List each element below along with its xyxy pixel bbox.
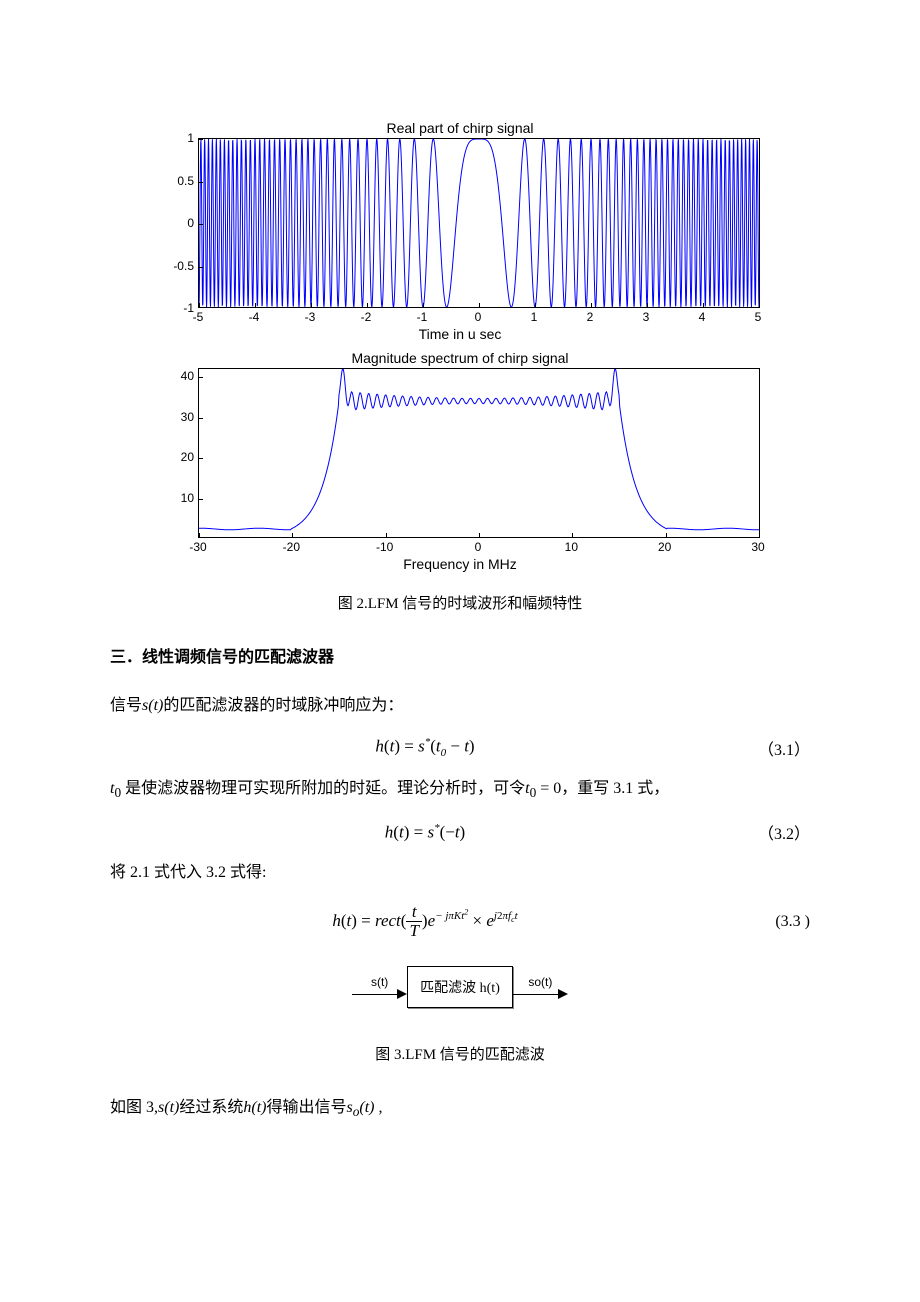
arrow-out-icon [513, 989, 568, 999]
math-eq0: = 0 [536, 780, 561, 797]
para-output-signal: 如图 3,s(t)经过系统h(t)得输出信号so(t) , [110, 1094, 810, 1124]
text: ，重写 3.1 式， [561, 780, 669, 797]
eq-number: （3.1） [740, 736, 810, 760]
equation-3-2: h(t) = s*(−t) （3.2） [110, 820, 810, 844]
eq-number: (3.3 ) [740, 913, 810, 931]
chirp-time-chart: Real part of chirp signal -1-0.500.51 -5… [160, 120, 760, 342]
arrow-in-icon [352, 989, 407, 999]
eq-body: h(t) = s*(−t) [110, 822, 740, 843]
frac-num: t [406, 903, 421, 923]
equation-3-1: h(t) = s*(t0 − t) （3.1） [110, 736, 810, 760]
chart2-x-axis: -30-20-100102030 [198, 538, 760, 556]
text: 信号 [110, 697, 142, 714]
para-t0-delay: t0 是使滤波器物理可实现所附加的时延。理论分析时，可令t0 = 0，重写 3.… [110, 775, 810, 805]
figure3-caption: 图 3.LFM 信号的匹配滤波 [110, 1043, 810, 1064]
chart1-xlabel: Time in u sec [160, 326, 760, 342]
chirp-spectrum-chart: Magnitude spectrum of chirp signal 10203… [160, 350, 760, 572]
output-label: so(t) [528, 975, 552, 989]
filter-box: 匹配滤波 h(t) [407, 966, 513, 1008]
chart2-plot [198, 368, 760, 538]
text: 是使滤波器物理可实现所附加的时延。理论分析时，可令 [125, 780, 525, 797]
chart1-y-axis: -1-0.500.51 [160, 138, 198, 308]
chart1-plot [198, 138, 760, 308]
text: 如图 3, [110, 1099, 158, 1116]
math-s-t: s(t) [142, 697, 163, 714]
equation-3-3: h(t) = rect(tT)e− jπKt2 × ej2πfct (3.3 ) [110, 903, 810, 941]
chart2-xlabel: Frequency in MHz [160, 556, 760, 572]
exp1: − jπKt [435, 910, 464, 922]
eq-number: （3.2） [740, 820, 810, 844]
math-sub: 0 [114, 785, 121, 800]
matched-filter-diagram: s(t) 匹配滤波 h(t) so(t) [315, 966, 605, 1008]
math-so-t: (t) , [359, 1099, 382, 1116]
math-ht: h(t) [243, 1099, 266, 1116]
section-3-heading: 三．线性调频信号的匹配滤波器 [110, 643, 810, 667]
exp2: j2πfct [494, 910, 518, 922]
chart1-x-axis: -5-4-3-2-1012345 [198, 308, 760, 326]
eq-body: h(t) = rect(tT)e− jπKt2 × ej2πfct [110, 903, 740, 941]
chart2-y-axis: 10203040 [160, 368, 198, 538]
eq-body: h(t) = s*(t0 − t) [110, 736, 740, 759]
chart2-title: Magnitude spectrum of chirp signal [160, 350, 760, 366]
frac-den: T [406, 922, 421, 941]
chart1-title: Real part of chirp signal [160, 120, 760, 136]
input-label: s(t) [371, 975, 388, 989]
text: 的匹配滤波器的时域脉冲响应为： [163, 697, 403, 714]
para-substitute: 将 2.1 式代入 3.2 式得: [110, 859, 810, 888]
para-signal-response: 信号s(t)的匹配滤波器的时域脉冲响应为： [110, 692, 810, 721]
text: 得输出信号 [266, 1099, 346, 1116]
math-st: s(t) [158, 1099, 179, 1116]
figure2-caption: 图 2.LFM 信号的时域波形和幅频特性 [110, 592, 810, 613]
text: 经过系统 [179, 1099, 243, 1116]
